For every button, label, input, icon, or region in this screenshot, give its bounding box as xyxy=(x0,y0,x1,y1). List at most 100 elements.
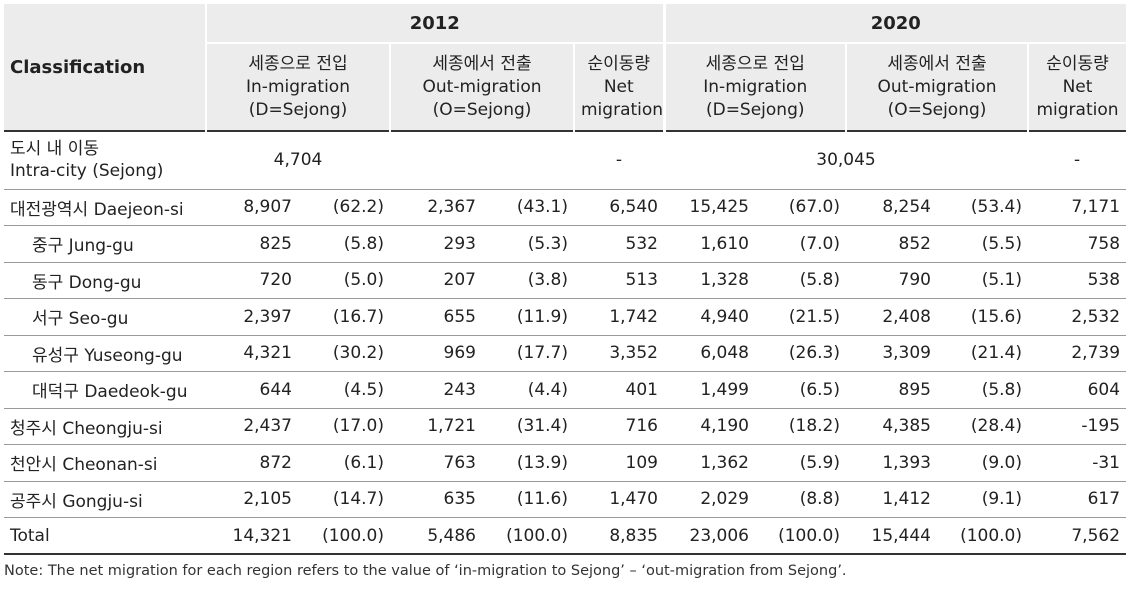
cell-in20: 1,362 xyxy=(664,444,755,482)
cell-out20: 1,393 xyxy=(846,444,937,482)
row-name: 대덕구 Daedeok-gu xyxy=(4,371,206,409)
table-row: 중구 Jung-gu 825 (5.8) 293 (5.3) 532 1,610 (7.0) 8… xyxy=(4,225,1127,263)
row-name: 공주시 Gongju-si xyxy=(4,481,206,518)
cell-out12p: (43.1) xyxy=(482,189,574,226)
cell-in12p: (14.7) xyxy=(298,481,390,518)
row-name: 청주시 Cheongju-si xyxy=(4,408,206,445)
cell-in20: 1,328 xyxy=(664,262,755,299)
cell-net20: 7,562 xyxy=(1028,517,1127,555)
cell-out20p: (9.1) xyxy=(937,481,1028,518)
cell-net12: 401 xyxy=(574,371,664,409)
intra-2012-value: 4,704 xyxy=(206,130,390,190)
year-2020-header: 2020 xyxy=(664,4,1127,44)
table-row: 유성구 Yuseong-gu 4,321 (30.2) 969 (17.7) 3,352 6… xyxy=(4,335,1127,372)
cell-net12: 8,835 xyxy=(574,517,664,555)
cell-net20: -31 xyxy=(1028,444,1127,482)
table-row: 대덕구 Daedeok-gu 644 (4.5) 243 (4.4) 401 1,499 (6… xyxy=(4,371,1127,409)
cell-out12p: (100.0) xyxy=(482,517,574,555)
cell-in12: 4,321 xyxy=(206,335,298,372)
cell-out12p: (5.3) xyxy=(482,225,574,263)
cell-in12p: (100.0) xyxy=(298,517,390,555)
cell-out12: 655 xyxy=(390,298,482,336)
cell-out20p: (28.4) xyxy=(937,408,1028,445)
cell-out12p: (31.4) xyxy=(482,408,574,445)
table-row: 천안시 Cheonan-si 872 (6.1) 763 (13.9) 109 1,362(… xyxy=(4,444,1127,482)
cell-net20: 758 xyxy=(1028,225,1127,263)
cell-in20: 4,190 xyxy=(664,408,755,445)
cell-out20p: (5.8) xyxy=(937,371,1028,409)
cell-net20: 604 xyxy=(1028,371,1127,409)
cell-out20p: (15.6) xyxy=(937,298,1028,336)
cell-out20p: (21.4) xyxy=(937,335,1028,372)
cell-net12: 109 xyxy=(574,444,664,482)
cell-net12: 1,742 xyxy=(574,298,664,336)
table-body: 도시 내 이동 Intra-city (Sejong) 4,704 - 30,04… xyxy=(4,130,1127,555)
cell-out20p: (9.0) xyxy=(937,444,1028,482)
table-row: 대전광역시 Daejeon-si 8,907 (62.2) 2,367 (43.1) 6,… xyxy=(4,189,1127,226)
cell-net20: 7,171 xyxy=(1028,189,1127,226)
cell-out12: 243 xyxy=(390,371,482,409)
cell-in20: 4,940 xyxy=(664,298,755,336)
cell-out20: 895 xyxy=(846,371,937,409)
cell-in12p: (17.0) xyxy=(298,408,390,445)
cell-out20: 15,444 xyxy=(846,517,937,555)
classification-header: Classification xyxy=(4,4,207,131)
row-name: 도시 내 이동 Intra-city (Sejong) xyxy=(4,130,206,190)
cell-net20: 2,532 xyxy=(1028,298,1127,336)
cell-in20p: (8.8) xyxy=(755,481,846,518)
cell-out20: 852 xyxy=(846,225,937,263)
cell-net12: 716 xyxy=(574,408,664,445)
cell-in20p: (21.5) xyxy=(755,298,846,336)
table-row: 청주시 Cheongju-si 2,437 (17.0) 1,721 (31.4) 716… xyxy=(4,408,1127,445)
cell-out12p: (11.9) xyxy=(482,298,574,336)
cell-in20p: (7.0) xyxy=(755,225,846,263)
cell-net20: -195 xyxy=(1028,408,1127,445)
in-migration-2020-header: 세종으로 전입 In-migration (D=Sejong) xyxy=(664,43,847,131)
cell-in20p: (100.0) xyxy=(755,517,846,555)
row-name: 서구 Seo-gu xyxy=(4,298,206,336)
table-row-intra-city: 도시 내 이동 Intra-city (Sejong) 4,704 - 30,04… xyxy=(4,130,1127,190)
cell-in20: 15,425 xyxy=(664,189,755,226)
table-row: 동구 Dong-gu 720 (5.0) 207 (3.8) 513 1,328 (5.8) 7… xyxy=(4,262,1127,299)
cell-in12: 2,105 xyxy=(206,481,298,518)
cell-net12: 6,540 xyxy=(574,189,664,226)
cell-out12: 2,367 xyxy=(390,189,482,226)
intra-2020-net: - xyxy=(1028,130,1127,190)
row-name: 유성구 Yuseong-gu xyxy=(4,335,206,372)
cell-out12p: (17.7) xyxy=(482,335,574,372)
cell-out12: 635 xyxy=(390,481,482,518)
out-migration-2012-header: 세종에서 전출 Out-migration (O=Sejong) xyxy=(390,43,575,131)
cell-net20: 538 xyxy=(1028,262,1127,299)
table-row: Total 14,321 (100.0) 5,486 (100.0) 8,835 23,00… xyxy=(4,517,1127,555)
cell-out12: 1,721 xyxy=(390,408,482,445)
row-name: 중구 Jung-gu xyxy=(4,225,206,263)
cell-in20p: (26.3) xyxy=(755,335,846,372)
intra-2012-net: - xyxy=(574,130,664,190)
cell-net20: 617 xyxy=(1028,481,1127,518)
cell-net12: 3,352 xyxy=(574,335,664,372)
cell-in20p: (5.8) xyxy=(755,262,846,299)
cell-in12p: (4.5) xyxy=(298,371,390,409)
cell-in12: 644 xyxy=(206,371,298,409)
cell-out20: 1,412 xyxy=(846,481,937,518)
cell-net20: 2,739 xyxy=(1028,335,1127,372)
cell-in12: 2,437 xyxy=(206,408,298,445)
cell-in12: 825 xyxy=(206,225,298,263)
cell-in12: 8,907 xyxy=(206,189,298,226)
cell-out20p: (5.1) xyxy=(937,262,1028,299)
cell-out12p: (4.4) xyxy=(482,371,574,409)
row-name: Total xyxy=(4,517,206,555)
cell-out12: 5,486 xyxy=(390,517,482,555)
cell-net12: 513 xyxy=(574,262,664,299)
cell-in12p: (5.0) xyxy=(298,262,390,299)
net-migration-2020-header: 순이동량 Net migration xyxy=(1028,43,1127,131)
cell-out20p: (5.5) xyxy=(937,225,1028,263)
cell-net12: 1,470 xyxy=(574,481,664,518)
cell-out20: 8,254 xyxy=(846,189,937,226)
cell-out12: 207 xyxy=(390,262,482,299)
cell-in20: 23,006 xyxy=(664,517,755,555)
cell-in20: 6,048 xyxy=(664,335,755,372)
cell-in20p: (6.5) xyxy=(755,371,846,409)
cell-out20: 4,385 xyxy=(846,408,937,445)
cell-in12: 720 xyxy=(206,262,298,299)
